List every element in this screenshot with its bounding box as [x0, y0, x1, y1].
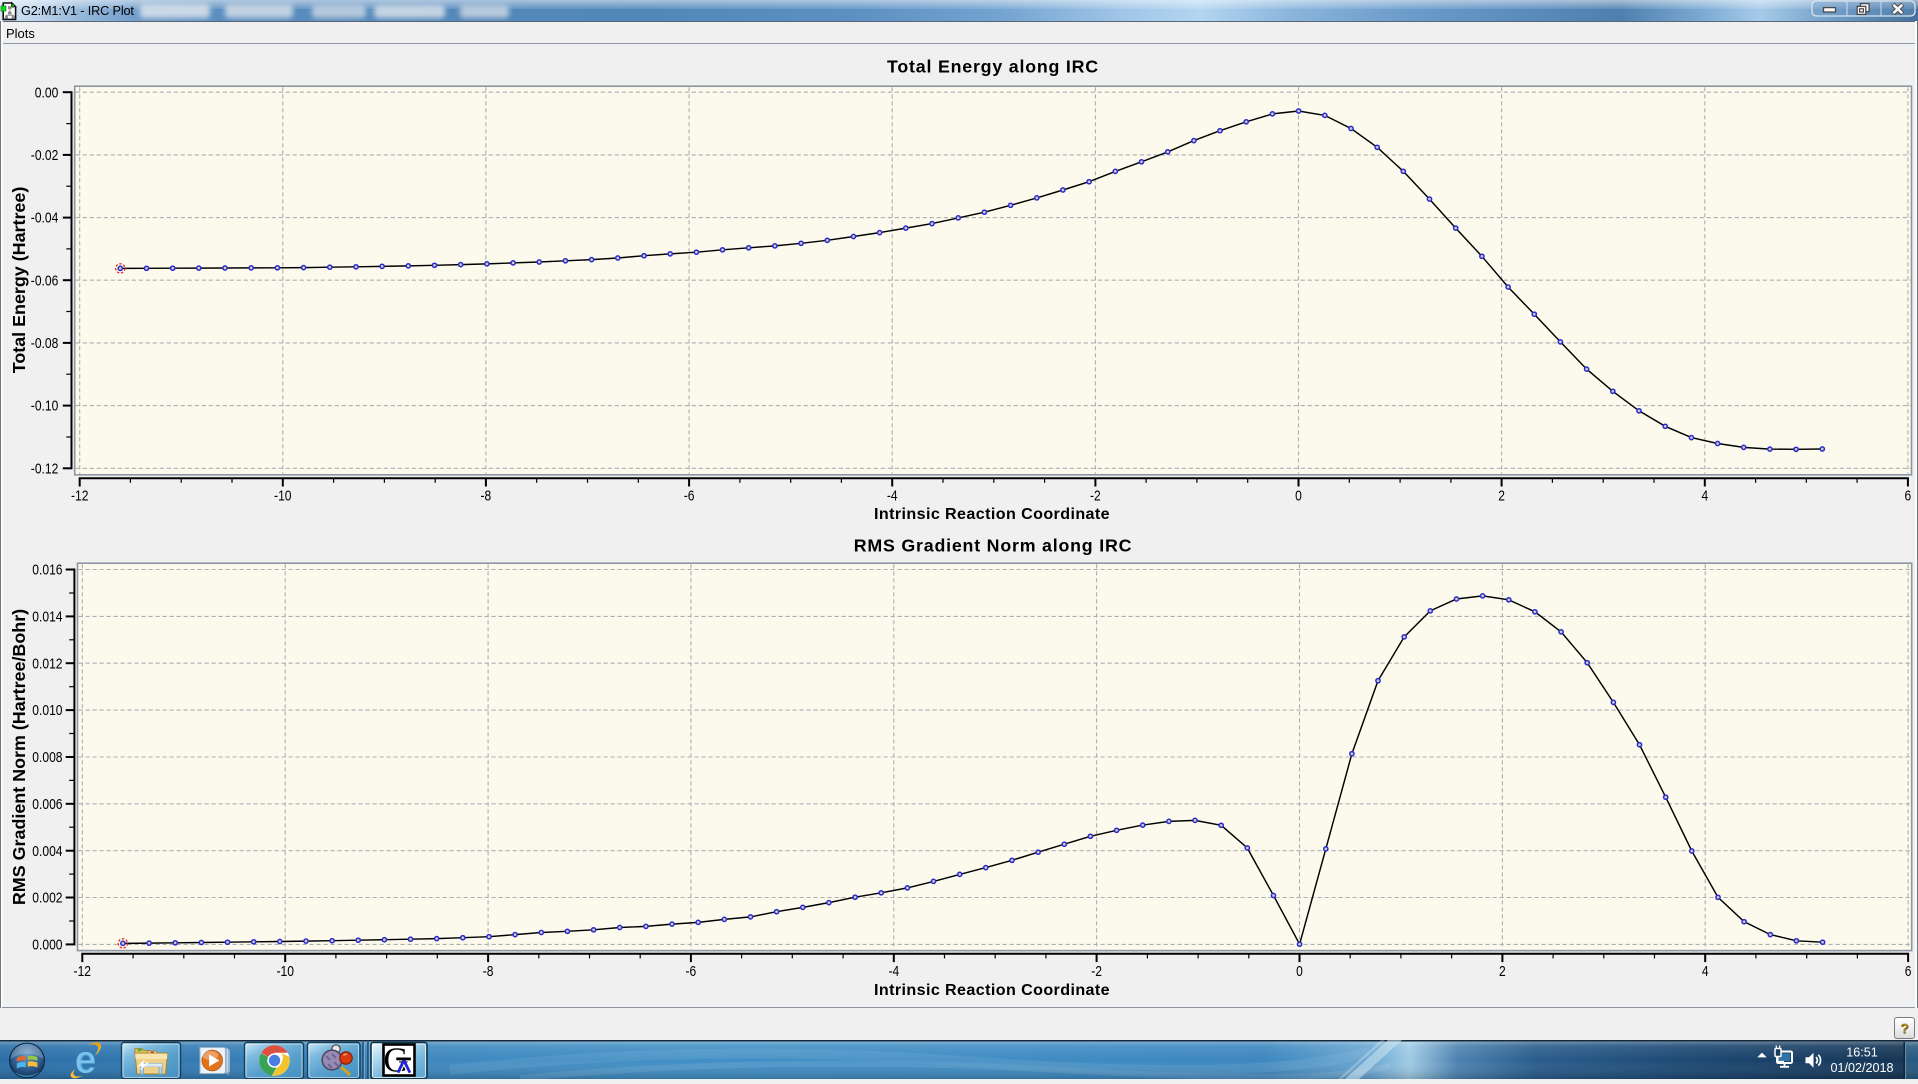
svg-text:-8: -8: [483, 964, 494, 980]
svg-text:-4: -4: [888, 964, 899, 980]
svg-text:0: 0: [1296, 964, 1303, 980]
svg-text:2: 2: [1499, 964, 1506, 980]
svg-text:-12: -12: [74, 964, 92, 980]
svg-text:e: e: [75, 1040, 96, 1079]
svg-text:0.016: 0.016: [32, 563, 62, 579]
svg-text:RMS Gradient Norm along IRC: RMS Gradient Norm along IRC: [854, 536, 1132, 556]
svg-text:-2: -2: [1091, 964, 1102, 980]
svg-text:0.006: 0.006: [32, 797, 62, 813]
svg-text:0.014: 0.014: [32, 610, 62, 626]
svg-text:Total Energy (Hartree): Total Energy (Hartree): [9, 187, 29, 374]
svg-text:Total Energy along IRC: Total Energy along IRC: [887, 57, 1099, 77]
svg-text:-10: -10: [274, 489, 292, 505]
svg-text:-10: -10: [276, 964, 294, 980]
svg-text:-0.06: -0.06: [31, 273, 59, 289]
svg-text:4: 4: [1702, 964, 1709, 980]
svg-text:16:51: 16:51: [1846, 1046, 1878, 1060]
svg-text:RMS Gradient Norm (Hartree/Boh: RMS Gradient Norm (Hartree/Bohr): [9, 609, 29, 905]
svg-text:-8: -8: [481, 489, 492, 505]
svg-text:Intrinsic Reaction Coordinate: Intrinsic Reaction Coordinate: [874, 981, 1110, 999]
svg-text:-6: -6: [686, 964, 697, 980]
svg-text:-6: -6: [684, 489, 695, 505]
svg-text:4: 4: [1701, 489, 1708, 505]
svg-text:0.008: 0.008: [32, 750, 62, 766]
svg-text:01/02/2018: 01/02/2018: [1830, 1061, 1893, 1075]
svg-text:-0.02: -0.02: [31, 148, 59, 164]
svg-text:0.010: 0.010: [32, 703, 62, 719]
svg-text:-12: -12: [71, 489, 89, 505]
svg-text:-2: -2: [1090, 489, 1101, 505]
svg-text:-0.08: -0.08: [31, 336, 59, 352]
svg-text:0.00: 0.00: [35, 85, 59, 101]
svg-text:e: e: [75, 1040, 96, 1079]
svg-text:-0.04: -0.04: [31, 211, 59, 227]
svg-text:2: 2: [1498, 489, 1505, 505]
svg-text:6: 6: [1905, 489, 1912, 505]
svg-text:-4: -4: [887, 489, 898, 505]
svg-text:6: 6: [1905, 964, 1912, 980]
svg-text:0.002: 0.002: [32, 891, 62, 907]
svg-text:Intrinsic Reaction Coordinate: Intrinsic Reaction Coordinate: [874, 505, 1110, 523]
svg-text:0.004: 0.004: [32, 844, 62, 860]
svg-text:0: 0: [1295, 489, 1302, 505]
svg-text:0.012: 0.012: [32, 656, 62, 672]
svg-text:-0.10: -0.10: [31, 399, 59, 415]
svg-text:0.000: 0.000: [32, 938, 62, 954]
svg-text:-0.12: -0.12: [31, 461, 59, 477]
